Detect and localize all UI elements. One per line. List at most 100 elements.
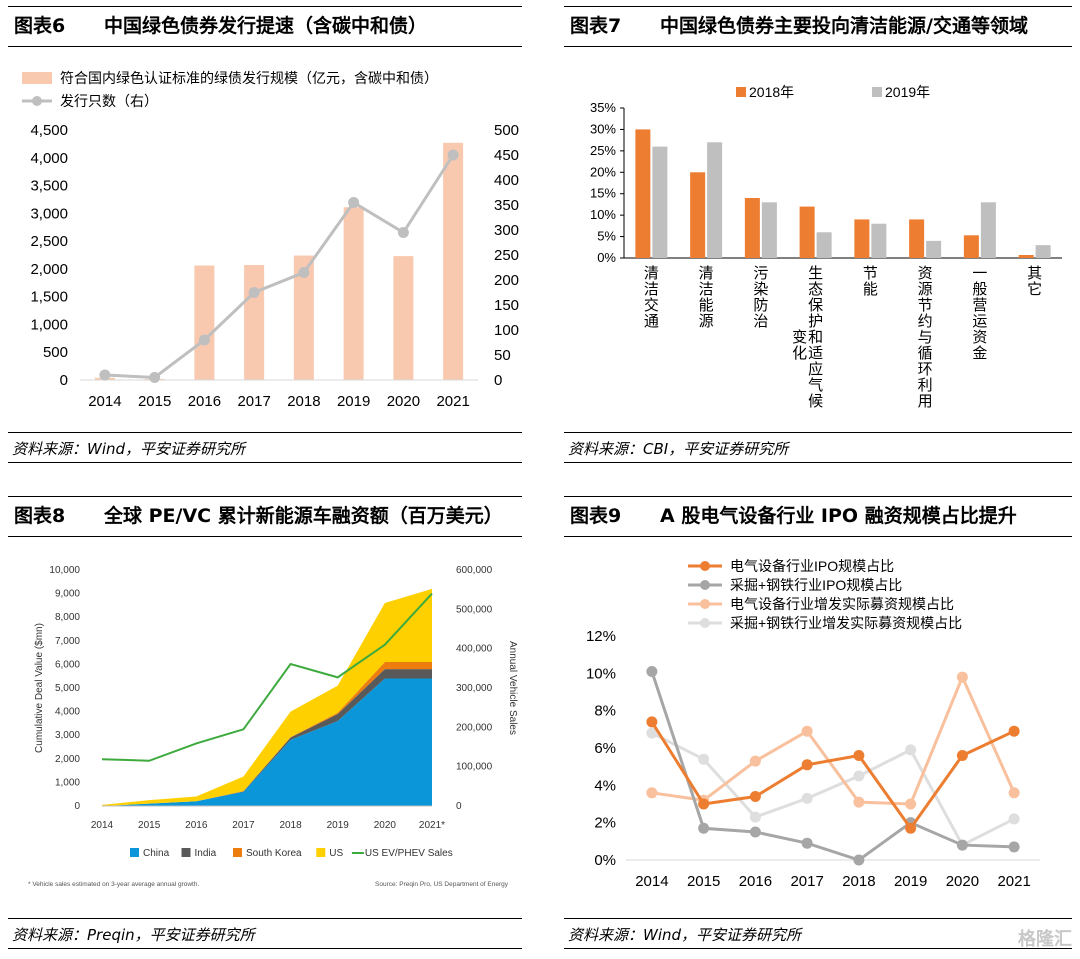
y-right-tick-label: 300	[494, 222, 519, 239]
line-point-2018	[853, 749, 865, 761]
x-tick-label: 2016	[739, 873, 772, 890]
y-right-tick-label: 200	[494, 272, 519, 289]
bar-2018-资源节约与循环利用	[909, 219, 925, 258]
top-rule	[564, 6, 1072, 7]
legend-label: India	[195, 848, 217, 859]
title-rule	[8, 536, 522, 537]
y-right-tick-label: 400	[494, 172, 519, 189]
bar-2019-清洁能源	[707, 142, 723, 258]
x-tick-label: 2021	[436, 393, 469, 410]
y-right-tick-label: 450	[494, 147, 519, 164]
line-point-2021	[447, 149, 459, 161]
series-line-count	[104, 154, 455, 380]
bar-2020	[393, 256, 414, 380]
y-tick-label: 20%	[590, 164, 616, 179]
bar-2019-污染防治	[761, 202, 777, 258]
legend-label: 采掘+钢铁行业增发实际募资规模占比	[730, 615, 962, 631]
legend-label: China	[143, 848, 170, 859]
y-tick-label: 35%	[590, 100, 616, 115]
figure-number: 图表9	[570, 505, 622, 527]
series-line-1	[650, 670, 1015, 862]
line-point-2016	[749, 755, 761, 767]
y-left-tick-label: 10,000	[49, 565, 80, 576]
x-tick-label: 一般营运资金	[972, 265, 987, 362]
y-tick-label: 2%	[594, 815, 616, 832]
figure-title: 全球 PE/VC 累计新能源车融资额（百万美元）	[104, 505, 503, 527]
y-right-tick-label: 500,000	[456, 604, 493, 615]
legend-bar-swatch	[22, 72, 52, 84]
y-right-tick-label: 350	[494, 197, 519, 214]
series-line-0	[650, 721, 1015, 831]
figure-title: A 股电气设备行业 IPO 融资规模占比提升	[660, 505, 1017, 527]
line-point-2016	[749, 811, 761, 823]
legend-label: 电气设备行业增发实际募资规模占比	[730, 596, 954, 612]
panel-title: 图表9 A 股电气设备行业 IPO 融资规模占比提升	[564, 496, 1072, 536]
title-rule	[564, 536, 1072, 537]
x-tick-label: 变化	[792, 329, 807, 362]
x-tick-label: 2020	[387, 393, 420, 410]
y-left-tick-label: 2,000	[55, 754, 80, 765]
y-right-tick-label: 100	[494, 322, 519, 339]
legend-label: 采掘+钢铁行业IPO规模占比	[730, 577, 902, 593]
bar-2019-其它	[1035, 245, 1051, 258]
y-tick-label: 15%	[590, 186, 616, 201]
y-left-tick-label: 4,000	[55, 707, 80, 718]
y-tick-label: 25%	[590, 143, 616, 158]
legend-swatch	[316, 848, 326, 857]
y-right-axis-title: Annual Vehicle Sales	[507, 641, 518, 735]
legend-label-2019: 2019年	[885, 84, 930, 100]
legend-bar-label: 符合国内绿色认证标准的绿债发行规模（亿元，含碳中和债）	[60, 70, 438, 86]
bar-2019-生态保护和适应气候变化	[816, 232, 832, 258]
y-tick-label: 30%	[590, 121, 616, 136]
x-tick-label: 清洁能源	[699, 265, 714, 330]
y-right-tick-label: 50	[494, 347, 511, 364]
y-left-tick-label: 3,000	[55, 730, 80, 741]
line-point-2017	[801, 725, 813, 737]
y-tick-label: 10%	[590, 207, 616, 222]
y-tick-label: 4%	[594, 777, 616, 794]
line-point-2015	[698, 822, 710, 834]
line-point-2014	[646, 727, 658, 739]
line-point-2015	[698, 798, 710, 810]
x-tick-label: 2018	[842, 873, 875, 890]
line-point-2018	[853, 854, 865, 866]
line-point-2015	[149, 372, 161, 383]
bar-2018-清洁能源	[690, 172, 706, 258]
series-line-2	[651, 673, 1016, 806]
legend-swatch-marker	[700, 599, 710, 609]
x-tick-label: 2015	[138, 820, 161, 831]
line-point-2017	[248, 287, 260, 298]
legend-line-label: 发行只数（右）	[60, 93, 158, 109]
y-right-tick-label: 0	[456, 801, 462, 812]
line-point-2014	[646, 716, 658, 728]
series-line-3	[651, 731, 1015, 848]
panel-title: 图表7 中国绿色债券主要投向清洁能源/交通等领域	[564, 6, 1072, 46]
x-tick-label: 生态保护和适应气候	[808, 265, 823, 410]
y-left-tick-label: 2,000	[30, 261, 68, 278]
panel-chart6: 图表6 中国绿色债券发行提速（含碳中和债） 符合国内绿色认证标准的绿债发行规模（…	[8, 0, 522, 470]
bar-2019-资源节约与循环利用	[926, 240, 942, 258]
bar-2019-一般营运资金	[980, 202, 996, 258]
y-left-tick-label: 1,000	[30, 316, 68, 333]
y-left-tick-label: 4,000	[30, 150, 68, 167]
bar-2019-清洁交通	[652, 146, 668, 258]
x-tick-label: 2014	[91, 820, 114, 831]
y-left-tick-label: 0	[60, 372, 68, 389]
y-tick-label: 10%	[586, 665, 616, 682]
panel-title: 图表8 全球 PE/VC 累计新能源车融资额（百万美元）	[8, 496, 522, 536]
x-tick-label: 2019	[894, 873, 927, 890]
figure-number: 图表7	[570, 15, 622, 37]
top-rule	[8, 496, 522, 497]
line-point-2019	[905, 744, 917, 756]
line-point-2021	[1008, 813, 1020, 825]
chart7-svg: 2018年 2019年 0% 5% 10% 15% 20% 25% 30% 35% 清洁交通 清洁能源…	[590, 84, 1062, 410]
legend-label: US EV/PHEV Sales	[365, 848, 453, 859]
y-left-tick-label: 1,500	[30, 289, 68, 306]
chart-footnote: * Vehicle sales estimated on 3-year aver…	[28, 881, 199, 888]
figure-number: 图表6	[14, 15, 66, 37]
line-point-2020	[956, 839, 968, 851]
area-us	[102, 588, 432, 806]
bar-2021	[443, 142, 464, 380]
line-point-2018	[853, 796, 865, 808]
x-tick-label: 节能	[863, 265, 878, 298]
